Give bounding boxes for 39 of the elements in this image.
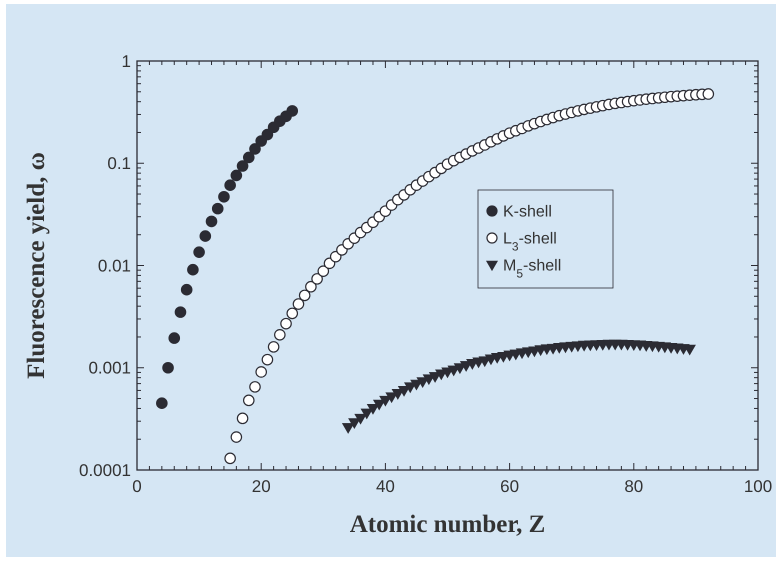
x-tick-label: 100: [744, 477, 772, 496]
point: [348, 418, 360, 429]
point: [218, 190, 230, 203]
y-tick-label: 0.1: [107, 154, 131, 174]
legend-label: M$_{5}$-shell: [503, 258, 562, 281]
point: [168, 332, 180, 344]
point: [249, 143, 261, 155]
x-tick-label: 40: [376, 477, 395, 496]
point: [262, 128, 274, 140]
point: [342, 423, 354, 434]
point: [230, 170, 242, 182]
point: [200, 230, 212, 242]
point: [236, 160, 248, 172]
point: [180, 284, 192, 296]
point: [174, 306, 186, 318]
legend-label: K-shell: [503, 204, 552, 221]
point: [193, 246, 205, 258]
point: [360, 408, 373, 420]
point: [286, 105, 298, 117]
x-tick-label: 60: [500, 477, 520, 496]
point: [187, 264, 199, 276]
x-tick-label: 20: [252, 477, 271, 496]
y-tick-label: 1: [122, 52, 131, 71]
point: [354, 414, 367, 424]
y-tick-label: 0.001: [88, 358, 131, 378]
point: [156, 397, 168, 410]
y-axis-title: Fluorescence yield, ω: [23, 152, 50, 379]
point: [206, 216, 218, 228]
point: [162, 362, 174, 374]
y-tick-label: 0.0001: [79, 460, 131, 480]
point: [366, 404, 379, 414]
x-tick-label: 80: [624, 477, 644, 496]
x-axis-title: Atomic number, Z: [350, 511, 546, 538]
legend-label: L$_{3}$-shell: [503, 230, 557, 254]
point: [242, 152, 255, 164]
point: [224, 179, 236, 191]
y-tick-label: 0.01: [98, 256, 131, 276]
point: [212, 202, 224, 214]
x-tick-label: 0: [132, 477, 142, 496]
